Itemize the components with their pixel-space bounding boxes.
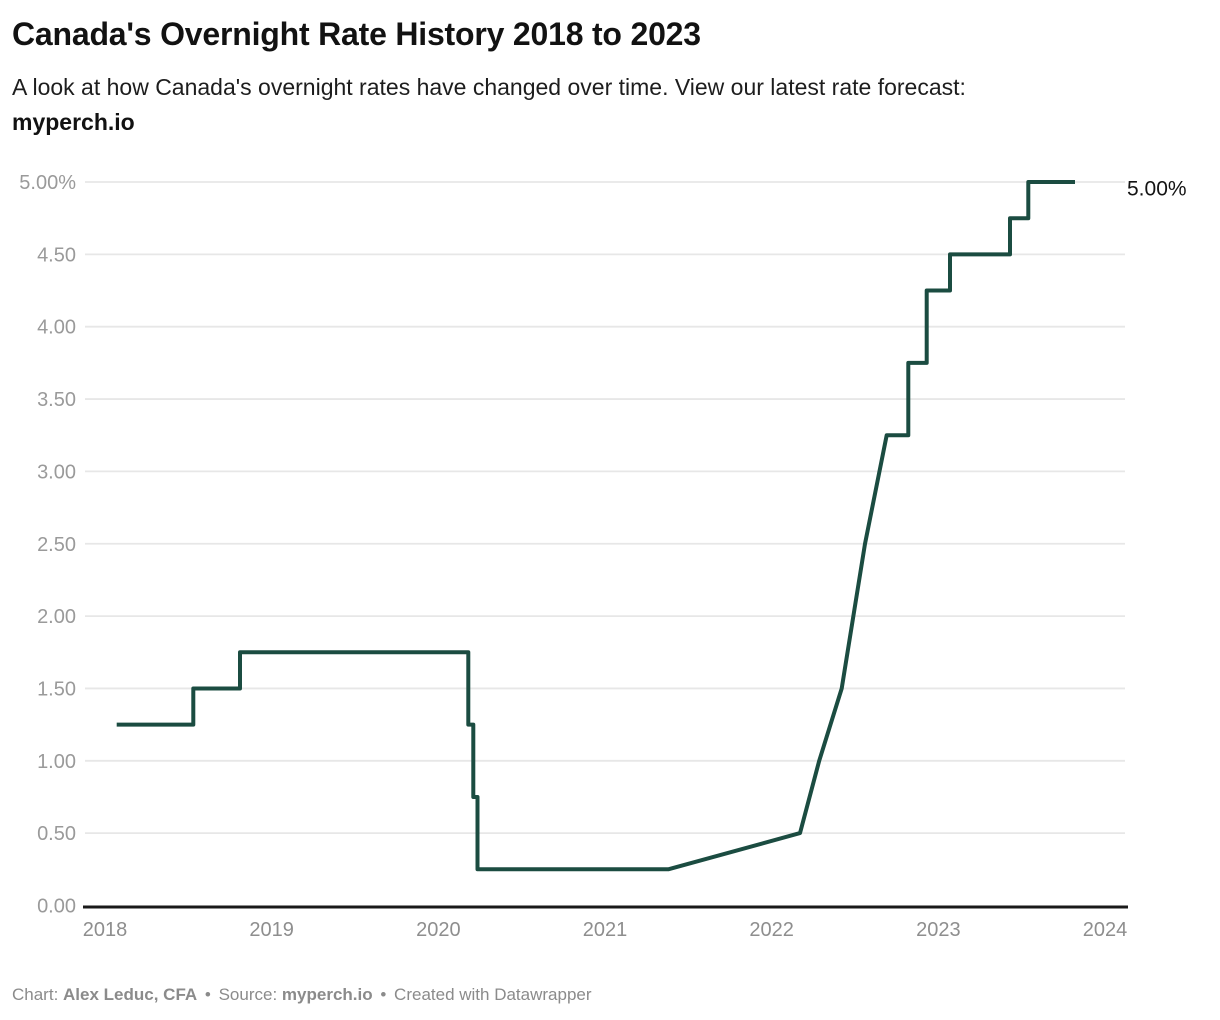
footer-author: Alex Leduc, CFA bbox=[63, 985, 198, 1004]
subtitle-forecast-link: myperch.io bbox=[12, 109, 135, 135]
footer-source-link: myperch.io bbox=[281, 985, 373, 1004]
footer-source-label: Source: bbox=[218, 985, 278, 1004]
x-tick-label: 2022 bbox=[749, 919, 794, 941]
footer-separator: • bbox=[380, 985, 387, 1004]
x-tick-label: 2024 bbox=[1083, 919, 1128, 941]
end-value-label: 5.00% bbox=[1127, 177, 1187, 200]
y-tick-label: 1.50 bbox=[37, 678, 76, 700]
y-tick-label: 2.50 bbox=[37, 534, 76, 556]
x-tick-label: 2021 bbox=[583, 919, 628, 941]
y-tick-label: 5.00% bbox=[19, 172, 76, 194]
rate-line bbox=[116, 180, 1075, 872]
chart-header: Canada's Overnight Rate History 2018 to … bbox=[12, 12, 1196, 140]
y-tick-label: 4.00 bbox=[37, 317, 76, 339]
chart-subtitle-text: A look at how Canada's overnight rates h… bbox=[12, 74, 966, 100]
x-tick-label: 2020 bbox=[416, 919, 461, 941]
footer-chart-label: Chart: bbox=[12, 985, 59, 1004]
y-tick-label: 3.00 bbox=[37, 461, 76, 483]
footer-datawrapper-credit: Created with Datawrapper bbox=[394, 985, 592, 1004]
y-tick-label: 3.50 bbox=[37, 389, 76, 411]
chart-footer: Chart: Alex Leduc, CFA • Source: myperch… bbox=[12, 984, 592, 1006]
y-tick-label: 1.00 bbox=[37, 751, 76, 773]
y-tick-label: 2.00 bbox=[37, 606, 76, 628]
y-tick-label: 0.50 bbox=[37, 823, 76, 845]
rate-history-chart: 5.00% 4.50 4.00 3.50 3.00 2.50 2.00 1.50 1.00 0.5… bbox=[19, 172, 1187, 941]
chart-subtitle: A look at how Canada's overnight rates h… bbox=[12, 70, 1196, 140]
x-tick-label: 2023 bbox=[916, 919, 961, 941]
x-tick-label: 2019 bbox=[249, 919, 294, 941]
chart-title: Canada's Overnight Rate History 2018 to … bbox=[12, 16, 701, 52]
footer-separator: • bbox=[204, 985, 211, 1004]
y-tick-label: 4.50 bbox=[37, 244, 76, 266]
y-tick-label: 0.00 bbox=[37, 896, 76, 918]
x-tick-label: 2018 bbox=[83, 919, 128, 941]
